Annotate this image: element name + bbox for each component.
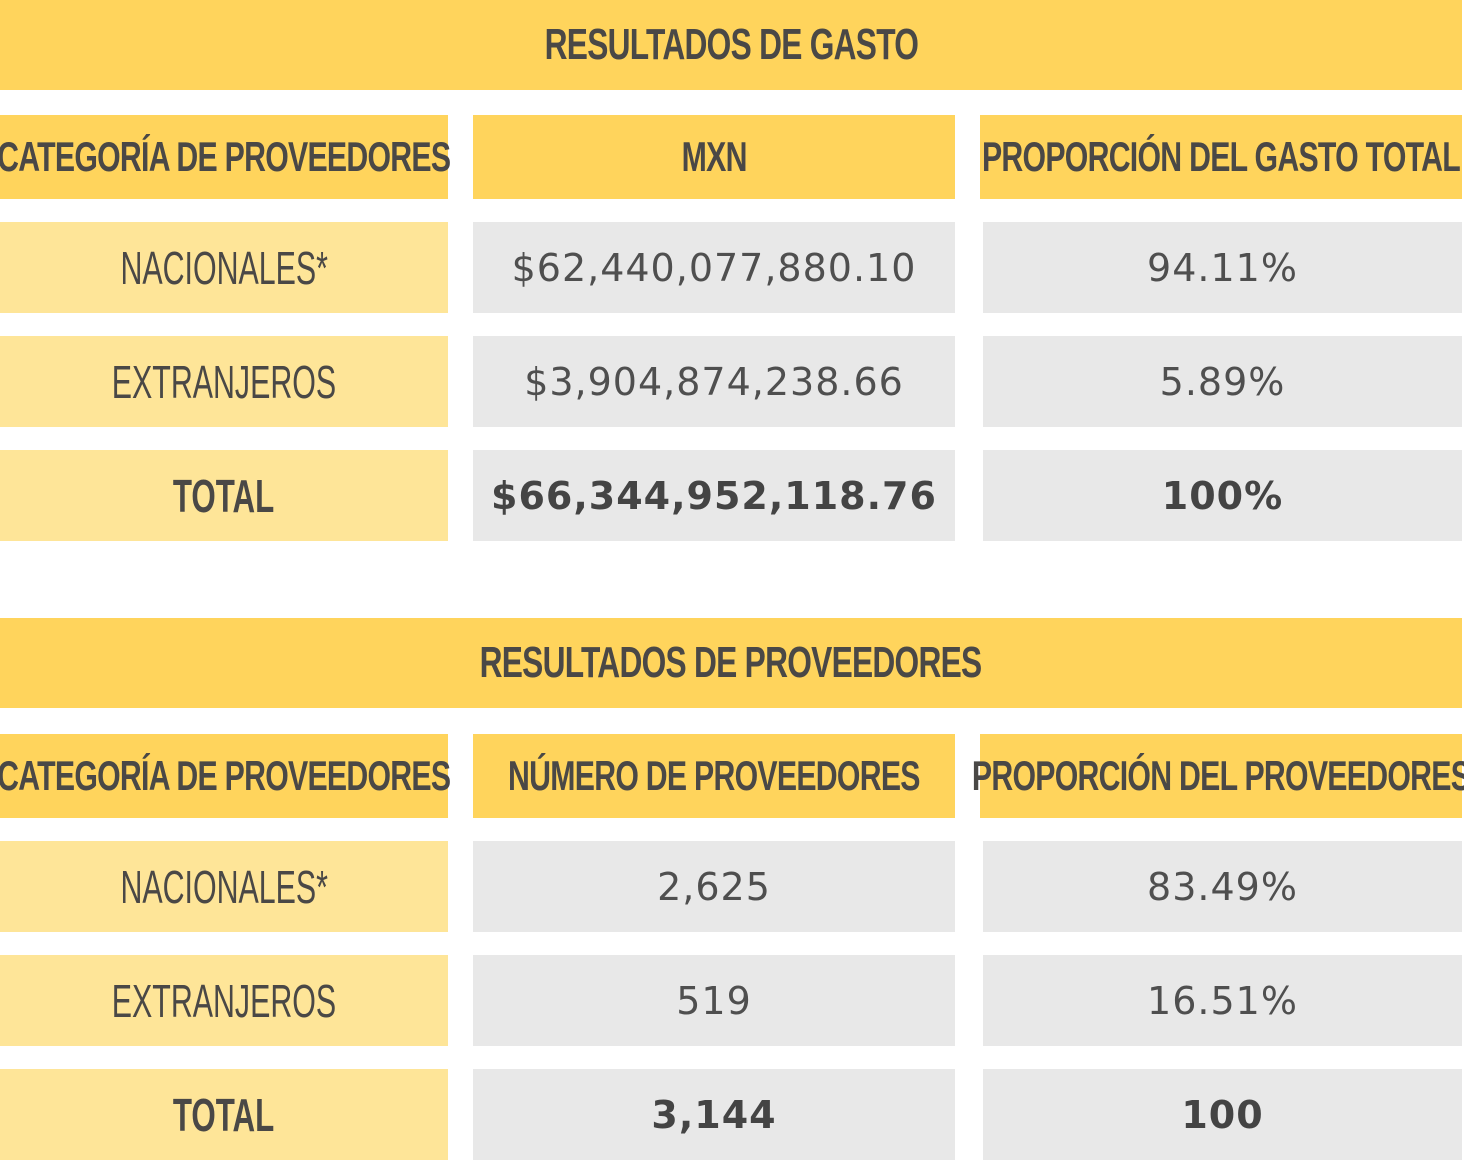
spend-header-mxn: MXN — [473, 115, 955, 199]
spend-row-total-label: TOTAL — [0, 450, 448, 541]
suppliers-row-total-share: 100 — [983, 1069, 1462, 1160]
suppliers-title: RESULTADOS DE PROVEEDORES — [480, 638, 983, 687]
spend-row-total-amount: $66,344,952,118.76 — [473, 450, 955, 541]
spend-row-total-share: 100% — [983, 450, 1462, 541]
spend-header-category: CATEGORÍA DE PROVEEDORES — [0, 115, 451, 199]
spend-title-band: RESULTADOS DE GASTO — [0, 0, 1462, 90]
spend-title: RESULTADOS DE GASTO — [544, 20, 918, 69]
spend-row-foreign-share: 5.89% — [983, 336, 1462, 427]
suppliers-row-national-share: 83.49% — [983, 841, 1462, 932]
suppliers-row-total-count: 3,144 — [473, 1069, 955, 1160]
suppliers-title-band: RESULTADOS DE PROVEEDORES — [0, 618, 1462, 708]
suppliers-row-total-label: TOTAL — [0, 1069, 448, 1160]
suppliers-row-foreign-label: EXTRANJEROS — [0, 955, 448, 1046]
spend-row-national-label: NACIONALES* — [0, 222, 448, 313]
spend-row-foreign-label: EXTRANJEROS — [0, 336, 448, 427]
suppliers-row-foreign-count: 519 — [473, 955, 955, 1046]
spend-header-share: PROPORCIÓN DEL GASTO TOTAL — [980, 115, 1462, 199]
spend-row-national-amount: $62,440,077,880.10 — [473, 222, 955, 313]
suppliers-header-share: PROPORCIÓN DEL PROVEEDORES — [972, 734, 1464, 818]
spend-row-national-share: 94.11% — [983, 222, 1462, 313]
suppliers-row-national-count: 2,625 — [473, 841, 955, 932]
suppliers-header-category: CATEGORÍA DE PROVEEDORES — [0, 734, 451, 818]
suppliers-row-national-label: NACIONALES* — [0, 841, 448, 932]
spend-row-foreign-amount: $3,904,874,238.66 — [473, 336, 955, 427]
suppliers-row-foreign-share: 16.51% — [983, 955, 1462, 1046]
suppliers-header-count: NÚMERO DE PROVEEDORES — [473, 734, 955, 818]
